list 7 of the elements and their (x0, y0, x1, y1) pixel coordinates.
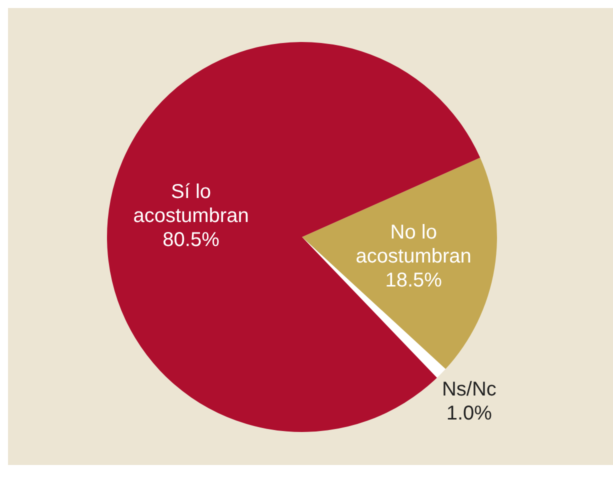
pie-slice (302, 158, 497, 369)
data-label: 80.5% (162, 229, 220, 252)
slice-label: Sí lo acostumbran (133, 181, 249, 228)
slice-label: No lo acostumbran (356, 221, 472, 268)
data-label: 18.5% (385, 269, 442, 292)
data-label: 1.0% (446, 402, 492, 425)
slice-label: Ns/Nc (442, 378, 496, 401)
